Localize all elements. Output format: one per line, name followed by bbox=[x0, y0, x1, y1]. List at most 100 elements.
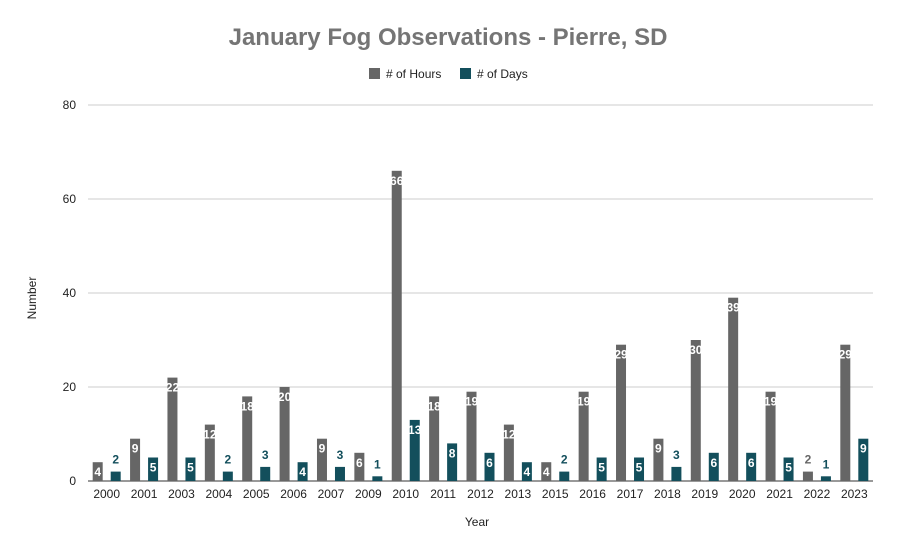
data-label-days-2000: 2 bbox=[112, 453, 119, 467]
bar-days-2007 bbox=[334, 466, 345, 481]
bar-hours-2021 bbox=[765, 391, 776, 481]
chart-title: January Fog Observations - Pierre, SD bbox=[229, 24, 668, 51]
x-tick-label: 2015 bbox=[542, 487, 569, 501]
legend: # of Hours # of Days bbox=[369, 67, 528, 81]
data-label-hours-2010: 66 bbox=[390, 174, 404, 188]
bar-days-2015 bbox=[559, 471, 570, 481]
bar-days-2016 bbox=[596, 457, 607, 481]
legend-label-hours: # of Hours bbox=[386, 67, 441, 81]
bar-hours-2003 bbox=[167, 377, 178, 481]
bar-hours-2020 bbox=[728, 297, 739, 481]
bar-hours-2019 bbox=[690, 340, 701, 481]
x-tick-label: 2003 bbox=[168, 487, 195, 501]
data-label-days-2017: 5 bbox=[636, 461, 643, 475]
bar-days-2017 bbox=[634, 457, 645, 481]
data-label-hours-2023: 29 bbox=[839, 348, 853, 362]
y-tick-label: 40 bbox=[63, 286, 77, 300]
data-label-days-2023: 9 bbox=[860, 442, 867, 456]
bar-hours-2010 bbox=[391, 170, 402, 482]
data-label-hours-2013: 12 bbox=[502, 428, 516, 442]
x-tick-label: 2018 bbox=[654, 487, 681, 501]
y-tick-label: 20 bbox=[63, 380, 77, 394]
bar-hours-2001 bbox=[130, 438, 141, 481]
data-label-hours-2017: 29 bbox=[614, 348, 628, 362]
bar-days-2003 bbox=[185, 457, 196, 481]
data-label-hours-2020: 39 bbox=[726, 301, 740, 315]
data-label-days-2012: 6 bbox=[486, 456, 493, 470]
bar-hours-2000 bbox=[92, 462, 103, 481]
data-label-days-2009: 1 bbox=[374, 457, 381, 471]
x-tick-label: 2001 bbox=[131, 487, 158, 501]
data-label-hours-2006: 20 bbox=[278, 390, 292, 404]
data-label-hours-2000: 4 bbox=[94, 465, 101, 479]
data-label-days-2004: 2 bbox=[224, 453, 231, 467]
data-label-hours-2011: 18 bbox=[427, 399, 441, 413]
data-label-hours-2018: 9 bbox=[655, 442, 662, 456]
bar-hours-2015 bbox=[541, 462, 552, 481]
x-axis-ticks: 2000 2001 2003 2004 2005 2006 2007 2009 2010 2011… bbox=[93, 487, 868, 501]
bar-days-2005 bbox=[260, 466, 271, 481]
data-label-hours-2001: 9 bbox=[132, 442, 139, 456]
data-label-hours-2021: 19 bbox=[764, 395, 778, 409]
y-axis-ticks: 0 20 40 60 80 bbox=[63, 98, 77, 488]
data-label-days-2007: 3 bbox=[337, 448, 344, 462]
bar-days-2004 bbox=[222, 471, 233, 481]
data-label-days-2019: 6 bbox=[710, 456, 717, 470]
y-tick-label: 60 bbox=[63, 192, 77, 206]
bar-days-2020 bbox=[746, 452, 757, 481]
bar-hours-2016 bbox=[578, 391, 589, 481]
bar-hours-2013 bbox=[503, 424, 514, 481]
data-label-hours-2016: 19 bbox=[577, 395, 591, 409]
data-label-hours-2022: 2 bbox=[805, 453, 812, 467]
bar-days-2001 bbox=[148, 457, 159, 481]
x-tick-label: 2016 bbox=[579, 487, 606, 501]
data-label-hours-2012: 19 bbox=[465, 395, 479, 409]
bar-hours-2007 bbox=[316, 438, 327, 481]
x-tick-label: 2022 bbox=[804, 487, 831, 501]
bars bbox=[92, 170, 869, 482]
x-tick-label: 2017 bbox=[617, 487, 644, 501]
data-label-days-2006: 4 bbox=[299, 465, 306, 479]
x-tick-label: 2009 bbox=[355, 487, 382, 501]
bar-days-2022 bbox=[820, 476, 831, 481]
bar-hours-2023 bbox=[840, 344, 851, 481]
y-tick-label: 0 bbox=[69, 474, 76, 488]
x-tick-label: 2020 bbox=[729, 487, 756, 501]
x-tick-label: 2023 bbox=[841, 487, 868, 501]
data-label-days-2016: 5 bbox=[598, 461, 605, 475]
data-label-days-2001: 5 bbox=[150, 461, 157, 475]
bar-days-2000 bbox=[110, 471, 121, 481]
data-label-days-2020: 6 bbox=[748, 456, 755, 470]
bar-hours-2006 bbox=[279, 387, 290, 481]
data-label-hours-2019: 30 bbox=[689, 343, 703, 357]
data-label-hours-2005: 18 bbox=[241, 399, 255, 413]
x-tick-label: 2021 bbox=[766, 487, 793, 501]
bar-days-2010 bbox=[409, 419, 420, 481]
bar-hours-2004 bbox=[204, 424, 215, 481]
data-label-hours-2003: 22 bbox=[166, 381, 180, 395]
data-label-days-2013: 4 bbox=[524, 465, 531, 479]
bar-hours-2009 bbox=[354, 452, 365, 481]
x-tick-label: 2010 bbox=[392, 487, 419, 501]
bar-days-2023 bbox=[858, 438, 869, 481]
x-tick-label: 2005 bbox=[243, 487, 270, 501]
bar-hours-2017 bbox=[616, 344, 627, 481]
data-label-days-2021: 5 bbox=[785, 461, 792, 475]
data-label-hours-2007: 9 bbox=[319, 442, 326, 456]
data-label-days-2011: 8 bbox=[449, 446, 456, 460]
y-tick-label: 80 bbox=[63, 98, 77, 112]
x-tick-label: 2004 bbox=[205, 487, 232, 501]
y-axis-label: Number bbox=[25, 277, 39, 320]
x-tick-label: 2013 bbox=[505, 487, 532, 501]
x-tick-label: 2012 bbox=[467, 487, 494, 501]
legend-label-days: # of Days bbox=[477, 67, 528, 81]
x-tick-label: 2019 bbox=[691, 487, 718, 501]
data-label-days-2003: 5 bbox=[187, 461, 194, 475]
data-label-hours-2004: 12 bbox=[203, 428, 217, 442]
data-label-days-2010: 13 bbox=[408, 423, 422, 437]
x-axis-label: Year bbox=[465, 515, 489, 529]
bar-hours-2022 bbox=[802, 471, 813, 481]
